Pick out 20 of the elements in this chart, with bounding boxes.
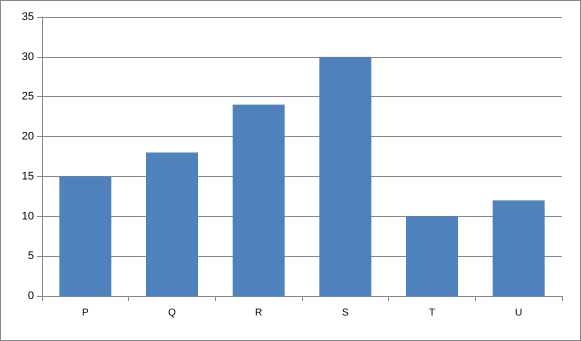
x-tick-label: R (255, 308, 262, 318)
x-tick-label: T (428, 308, 436, 318)
bar (406, 216, 458, 296)
bar (59, 176, 112, 296)
y-tick-label: 10 (22, 210, 34, 222)
y-tick-label: 15 (22, 170, 34, 182)
bar (232, 104, 285, 296)
y-tick-label: 25 (22, 90, 34, 103)
y-tick-label: 30 (22, 50, 34, 63)
x-tick-label: U (515, 308, 522, 318)
bar (146, 152, 198, 296)
bar (492, 200, 545, 296)
y-tick-label: 5 (28, 250, 34, 262)
x-tick-label: P (82, 308, 89, 318)
x-tick-label: Q (168, 308, 176, 318)
x-tick-label: S (342, 308, 349, 318)
y-tick-label: 0 (28, 290, 34, 302)
bar (319, 56, 372, 296)
y-tick-label: 35 (22, 11, 34, 23)
y-tick-label: 20 (22, 130, 34, 143)
